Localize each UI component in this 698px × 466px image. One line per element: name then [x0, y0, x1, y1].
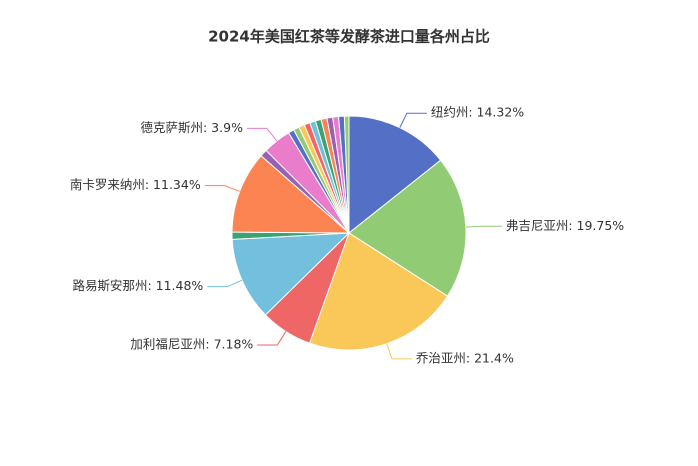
pie-slice [348, 159, 467, 297]
data-label: 纽约州: 14.32% [431, 105, 524, 120]
data-label: 乔治亚州: 21.4% [416, 350, 514, 365]
data-label: 南卡罗来纳州: 11.34% [70, 177, 201, 192]
label-line [399, 112, 427, 128]
label-line [246, 127, 278, 142]
label-line [386, 343, 412, 360]
data-label: 加利福尼亚州: 7.18% [130, 337, 253, 352]
pie-slice [343, 115, 350, 234]
pie-slice [348, 115, 442, 235]
label-line [465, 225, 502, 228]
label-line [207, 279, 243, 288]
label-line [257, 331, 287, 346]
data-label: 德克萨斯州: 3.9% [141, 120, 244, 135]
data-label: 路易斯安那州: 11.48% [72, 278, 203, 293]
data-label: 弗吉尼亚州: 19.75% [506, 218, 624, 233]
pie-slice [231, 232, 351, 316]
chart-title: 2024年美国红茶等发酵茶进口量各州占比 [208, 28, 490, 46]
label-line [204, 185, 240, 192]
